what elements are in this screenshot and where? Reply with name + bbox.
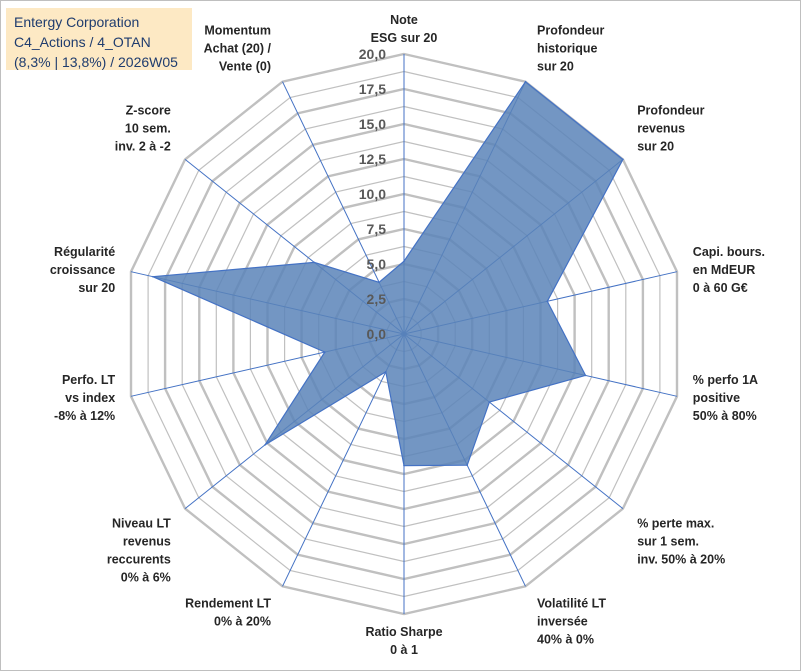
tick-labels: 0,0 2,5 5,0 7,5 10,0 12,5 15,0 17,5 20,0	[359, 46, 386, 342]
tick-label: 20,0	[359, 46, 386, 62]
axis-label: Régularité croissance sur 20	[50, 245, 115, 295]
axis-label-line: Ratio Sharpe	[365, 625, 442, 639]
axis-label: Perfo. LT vs index -8% à 12%	[54, 373, 116, 423]
tick-label: 5,0	[367, 256, 387, 272]
axis-label-line: 10 sem.	[125, 121, 171, 135]
axis-label-line: inversée	[537, 615, 588, 629]
axis-spoke	[282, 333, 405, 587]
axis-label-line: Régularité	[54, 245, 115, 259]
axis-label-line: reccurents	[107, 553, 171, 567]
tick-label: 12,5	[359, 151, 386, 167]
data-point	[488, 401, 491, 403]
tick-label: 0,0	[367, 326, 387, 342]
series	[152, 80, 624, 467]
axis-label-line: inv. 2 à -2	[115, 139, 171, 153]
axis-label-line: Profondeur	[637, 103, 704, 117]
axis-label-line: 0% à 20%	[214, 615, 271, 629]
tick-label: 2,5	[367, 291, 387, 307]
data-point	[546, 300, 549, 303]
axis-label-line: 50% à 80%	[693, 409, 757, 423]
axis-label-line: inv. 50% à 20%	[637, 553, 725, 567]
axis-label-line: % perfo 1A	[693, 373, 758, 387]
axis-label: Ratio Sharpe 0 à 1	[365, 625, 442, 657]
axis-label-line: Note	[390, 13, 418, 27]
axis-label: Z-score 10 sem. inv. 2 à -2	[115, 103, 171, 153]
axis-label: Volatilité LT inversée 40% à 0%	[537, 597, 606, 647]
data-point	[324, 351, 326, 353]
axis-label: Profondeur historique sur 20	[537, 24, 604, 74]
axis-label-line: Perfo. LT	[62, 373, 116, 387]
axis-label-line: historique	[537, 42, 597, 56]
tick-label: 10,0	[359, 186, 386, 202]
data-point	[378, 281, 380, 284]
chart-title-box: Entergy Corporation C4_Actions / 4_OTAN …	[6, 8, 192, 70]
data-point	[313, 261, 316, 264]
axis-label: Note ESG sur 20	[371, 13, 438, 45]
axis-labels: Note ESG sur 20 Profondeur historique sur 20…	[50, 13, 765, 657]
axis-label: Momentum Achat (20) / Vente (0)	[204, 24, 272, 74]
company-name: Entergy Corporation	[14, 14, 140, 30]
axis-label: % perte max. sur 1 sem. inv. 50% à 20%	[637, 517, 725, 567]
axis-label-line: revenus	[637, 121, 685, 135]
axis-label-line: Rendement LT	[185, 597, 271, 611]
axis-label-line: ESG sur 20	[371, 31, 438, 45]
axis-label-line: croissance	[50, 263, 115, 277]
axis-label-line: 0% à 6%	[121, 571, 171, 585]
axis-label: Capi. bours. en MdEUR 0 à 60 G€	[693, 245, 765, 295]
axis-label-line: Z-score	[126, 103, 171, 117]
tick-label: 15,0	[359, 116, 386, 132]
axis-label-line: en MdEUR	[693, 263, 756, 277]
data-point	[466, 464, 469, 467]
axis-label-line: 0 à 1	[390, 643, 418, 657]
axis-label-line: Vente (0)	[219, 60, 271, 74]
axis-label-line: % perte max.	[637, 517, 714, 531]
axis-label-line: sur 20	[537, 60, 574, 74]
axis-label-line: sur 1 sem.	[637, 535, 699, 549]
tick-label: 7,5	[367, 221, 387, 237]
portfolio-name: C4_Actions / 4_OTAN	[14, 34, 151, 50]
axis-label: Rendement LT 0% à 20%	[185, 597, 271, 629]
axis-label-line: 40% à 0%	[537, 633, 594, 647]
axis-label: % perfo 1A positive 50% à 80%	[693, 373, 758, 423]
data-point	[385, 371, 387, 373]
axis-label-line: Volatilité LT	[537, 597, 606, 611]
tick-label: 17,5	[359, 81, 386, 97]
axis-label-line: sur 20	[78, 281, 115, 295]
data-point	[524, 80, 527, 83]
axis-label-line: vs index	[65, 391, 115, 405]
axis-label-line: Momentum	[204, 24, 271, 38]
portfolio-stats: (8,3% | 13,8%) / 2026W05	[14, 54, 178, 70]
axis-label-line: sur 20	[637, 139, 674, 153]
data-point	[403, 260, 405, 263]
axis-label-line: Achat (20) /	[204, 42, 272, 56]
axis-label-line: revenus	[123, 535, 171, 549]
axis-label-line: Capi. bours.	[693, 245, 765, 259]
axis-label-line: -8% à 12%	[54, 409, 115, 423]
axis-label: Niveau LT revenus reccurents 0% à 6%	[107, 517, 171, 585]
series-area	[152, 80, 624, 467]
data-point	[403, 464, 405, 467]
data-point	[264, 444, 266, 446]
axis-label-line: 0 à 60 G€	[693, 281, 748, 295]
axis-label-line: Profondeur	[537, 24, 604, 38]
data-point	[584, 374, 587, 377]
data-point	[622, 158, 624, 161]
axis-label-line: positive	[693, 391, 740, 405]
axis-label-line: Niveau LT	[112, 517, 171, 531]
data-point	[152, 275, 154, 278]
axis-label: Profondeur revenus sur 20	[637, 103, 704, 153]
